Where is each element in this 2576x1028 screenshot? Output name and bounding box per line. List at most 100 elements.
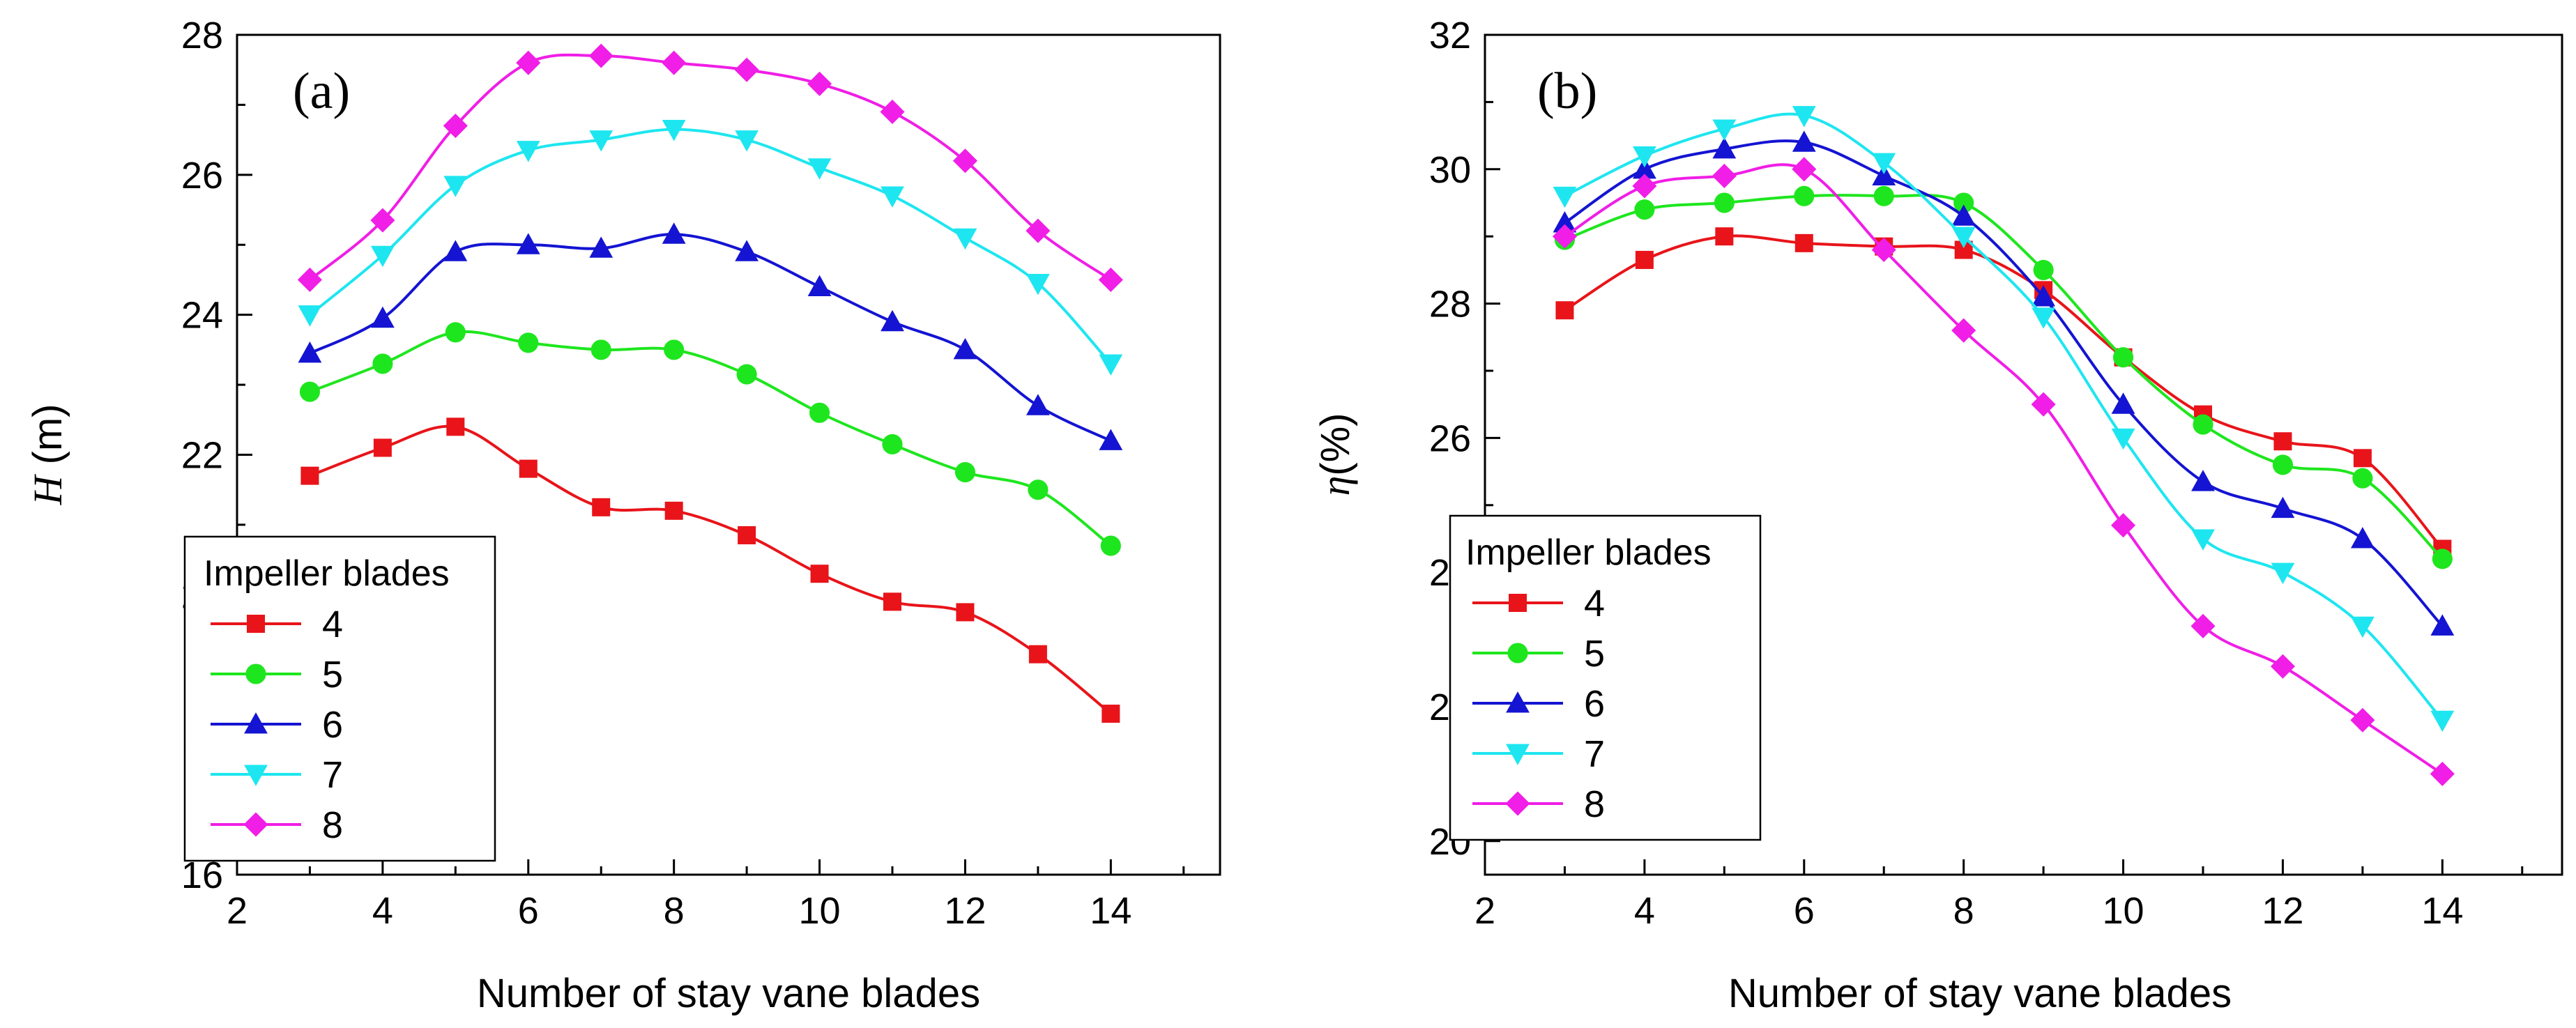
data-point-a-6 [1099,429,1123,450]
legend-label: 4 [322,604,343,645]
legend-marker [1505,791,1530,816]
x-axis-title-b: Number of stay vane blades [1728,971,2232,1016]
data-point-b-8 [2190,613,2216,638]
data-point-b-5 [2112,347,2134,368]
data-point-b-6 [1951,204,1976,226]
data-point-a-6 [516,233,540,254]
data-point-a-8 [807,71,832,96]
legend-marker [244,765,268,786]
data-point-b-8 [2430,761,2455,786]
data-point-b-4 [1555,301,1574,320]
data-point-a-6 [370,306,395,328]
panel-label-a: (a) [293,63,350,120]
data-point-a-4 [519,459,538,478]
data-point-b-5 [2193,414,2213,435]
y-tick-label: 26 [1429,417,1471,459]
data-point-a-5 [518,332,539,353]
data-point-b-7 [1553,186,1577,208]
data-point-b-7 [2430,710,2455,732]
data-point-b-7 [2191,529,2215,551]
data-point-b-7 [2271,562,2295,585]
x-tick-label: 8 [1953,890,1974,932]
data-point-a-4 [956,603,975,622]
data-point-b-5 [2432,548,2453,569]
data-point-a-7 [881,186,904,208]
x-tick-label: 12 [2262,890,2303,932]
data-point-a-7 [298,305,322,327]
data-point-a-4 [738,525,756,544]
data-point-b-5 [1634,199,1655,220]
data-point-b-8 [1632,174,1657,199]
legend-marker [1509,594,1527,612]
legend-marker [1506,691,1530,713]
data-point-a-8 [370,208,395,233]
data-point-b-6 [2350,527,2375,548]
data-point-b-5 [2272,454,2294,475]
x-tick-label: 4 [1634,890,1655,932]
y-axis-variable-b: η [1313,476,1358,496]
data-point-a-8 [297,267,322,293]
data-point-a-5 [590,339,611,360]
data-point-a-7 [370,245,395,268]
data-point-a-6 [298,341,322,363]
data-point-a-7 [589,130,613,152]
y-tick-label: 26 [181,155,223,197]
data-point-a-6 [662,222,686,244]
data-point-a-5 [372,353,393,374]
legend-label: 5 [1584,633,1605,675]
legend-b: Impeller blades 4 5 6 7 8 [1449,514,1762,841]
x-tick-label: 10 [799,890,841,932]
plot-frame-b [1484,33,2563,876]
data-point-b-8 [1792,157,1817,182]
data-point-a-4 [664,501,683,520]
data-point-a-5 [882,434,903,454]
data-point-b-5 [2033,259,2054,280]
series-b-6 [1553,130,2455,636]
legend-label: 6 [1584,683,1605,725]
y-tick-label: 22 [181,435,223,477]
legend-items-b: 4 5 6 7 8 [1472,583,1605,825]
panel-label-b: (b) [1537,63,1597,120]
series-line-a-8 [309,53,1112,282]
data-point-a-6 [881,309,904,332]
data-point-a-4 [446,417,465,436]
data-point-a-7 [1099,354,1123,376]
data-point-a-8 [443,113,468,139]
data-point-b-8 [2270,654,2295,679]
data-point-a-6 [735,240,759,261]
x-tick-label: 4 [372,890,393,932]
y-tick-label: 24 [181,295,223,337]
data-point-b-6 [2191,470,2215,491]
legend-item-b-7: 7 [1472,733,1605,775]
data-point-a-6 [443,240,468,261]
legend-label: 8 [1584,783,1605,825]
data-point-a-7 [807,158,832,180]
data-point-a-7 [516,141,540,162]
legend-label: 7 [1584,733,1605,775]
x-tick-label: 2 [1474,890,1495,932]
data-point-a-5 [445,322,466,343]
x-axis-title-a: Number of stay vane blades [477,971,980,1016]
y-axis-variable-a: H [25,473,70,505]
legend-label: 5 [322,654,343,696]
data-point-a-8 [880,99,905,125]
data-point-b-7 [1712,119,1737,141]
data-point-b-7 [1872,153,1896,175]
data-point-a-5 [809,402,830,423]
data-point-a-8 [1026,218,1051,243]
data-point-b-6 [1632,157,1656,179]
legend-marker [1506,744,1530,765]
legend-item-b-8: 8 [1472,783,1605,825]
data-point-b-6 [1792,130,1816,152]
x-tick-label: 8 [664,890,685,932]
data-point-b-7 [1792,106,1816,128]
data-point-b-8 [1871,237,1896,263]
y-tick-label: 28 [181,15,223,56]
legend-item-a-5: 5 [211,654,343,696]
data-point-a-4 [1102,705,1120,723]
legend-title-b: Impeller blades [1465,532,1712,573]
legend-a: Impeller blades 4 5 6 7 8 [183,535,496,862]
data-point-a-7 [662,120,686,141]
data-point-b-5 [1953,192,1974,213]
